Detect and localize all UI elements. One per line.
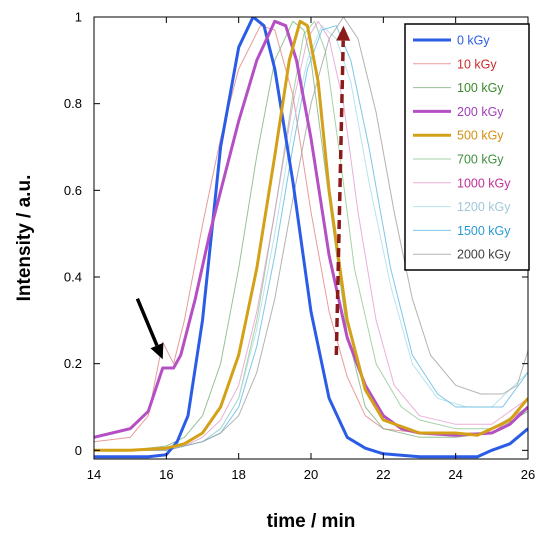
series-line-2000-kgy: [94, 17, 528, 451]
series-layer: [94, 17, 528, 459]
x-tick-label: 22: [376, 467, 390, 482]
legend-label: 1500 kGy: [457, 224, 511, 238]
y-tick-label: 0.2: [64, 356, 82, 371]
x-axis-title: time / min: [267, 511, 356, 532]
legend-label: 200 kGy: [457, 105, 504, 119]
series-line-500-kgy: [94, 19, 528, 452]
x-tick-label: 26: [521, 467, 535, 482]
annotation-arrow-head: [336, 25, 351, 41]
y-tick-label: 0.6: [64, 183, 82, 198]
legend-label: 10 kGy: [457, 57, 497, 71]
legend-label: 2000 kGy: [457, 248, 511, 262]
y-axis: 0 0.2 0.4 0.6 0.8 1: [64, 10, 528, 458]
legend-label: 100 kGy: [457, 81, 504, 95]
x-tick-label: 14: [87, 467, 101, 482]
series-line-1500-kgy: [94, 25, 528, 451]
legend-label: 0 kGy: [457, 34, 490, 48]
x-tick-label: 20: [304, 467, 318, 482]
y-tick-label: 0.8: [64, 96, 82, 111]
series-line-1000-kgy: [94, 20, 528, 451]
x-tick-label: 16: [159, 467, 173, 482]
annotation-arrow-shaft: [135, 297, 159, 347]
legend-label: 1200 kGy: [457, 200, 511, 214]
annotation-arrow-shaft: [334, 40, 345, 356]
annotation-layer: [135, 25, 351, 360]
y-tick-label: 0: [75, 443, 82, 458]
legend-label: 700 kGy: [457, 153, 504, 167]
legend-label: 1000 kGy: [457, 176, 511, 190]
legend: 0 kGy 10 kGy 100 kGy 200 kGy 500 kGy 700 kGy 1…: [404, 23, 530, 271]
y-axis-title: Intensity / a.u.: [14, 175, 35, 302]
y-tick-label: 0.4: [64, 270, 82, 285]
x-tick-label: 24: [448, 467, 462, 482]
y-tick-label: 1: [75, 10, 82, 25]
x-axis: 14 16 18 20 22 24 26: [87, 17, 535, 482]
legend-box: [404, 23, 530, 271]
x-tick-label: 18: [231, 467, 245, 482]
annotation-arrow-head: [150, 342, 164, 360]
series-line-1200-kgy: [94, 25, 528, 451]
series-line-0-kgy: [94, 17, 528, 459]
legend-label: 500 kGy: [457, 129, 504, 143]
